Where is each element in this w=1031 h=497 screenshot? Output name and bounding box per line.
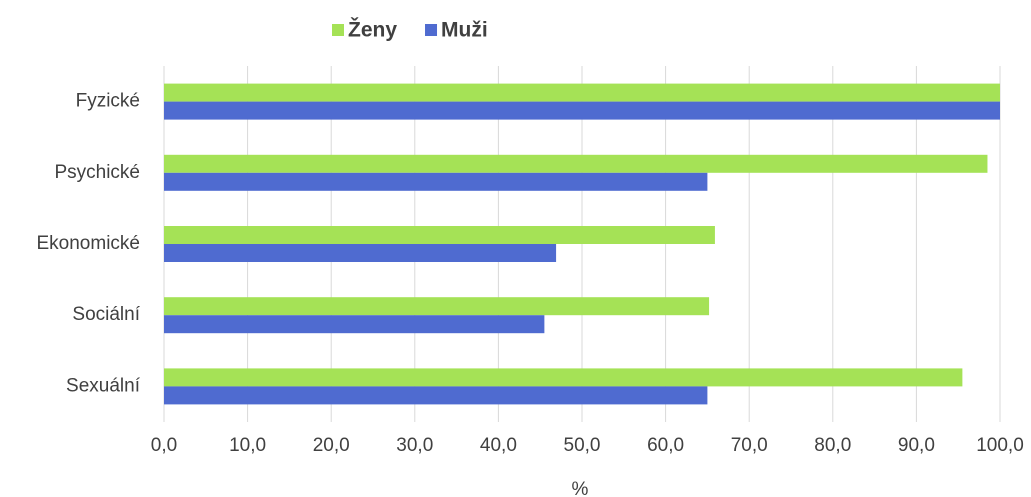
x-axis-label: % xyxy=(572,479,589,497)
y-tick-label: Psychické xyxy=(54,162,140,183)
x-tick-label: 10,0 xyxy=(229,435,266,456)
bar xyxy=(164,172,708,191)
x-tick-label: 30,0 xyxy=(396,435,433,456)
bar xyxy=(164,297,710,316)
x-tick-label: 40,0 xyxy=(480,435,517,456)
x-tick-label: 50,0 xyxy=(564,435,601,456)
bar xyxy=(164,386,708,405)
bar xyxy=(164,101,1000,120)
legend-label: Ženy xyxy=(348,18,397,42)
legend-swatch xyxy=(425,24,438,36)
x-tick-label: 100,0 xyxy=(976,435,1024,456)
y-tick-label: Sociální xyxy=(72,304,140,325)
bar xyxy=(164,368,963,387)
bar xyxy=(164,315,545,334)
y-tick-label: Sexuální xyxy=(66,375,141,396)
x-tick-label: 70,0 xyxy=(731,435,768,456)
x-tick-label: 90,0 xyxy=(898,435,935,456)
bar xyxy=(164,244,557,262)
legend-label: Muži xyxy=(441,19,488,42)
x-tick-label: 0,0 xyxy=(151,435,177,456)
bar xyxy=(164,83,1000,102)
x-tick-label: 80,0 xyxy=(814,435,851,456)
bar xyxy=(164,226,715,244)
legend-swatch xyxy=(332,24,344,36)
y-tick-label: Ekonomické xyxy=(37,233,141,254)
bar xyxy=(164,154,988,173)
y-tick-label: Fyzické xyxy=(76,91,140,112)
x-tick-label: 60,0 xyxy=(647,435,684,456)
x-tick-label: 20,0 xyxy=(313,435,350,456)
